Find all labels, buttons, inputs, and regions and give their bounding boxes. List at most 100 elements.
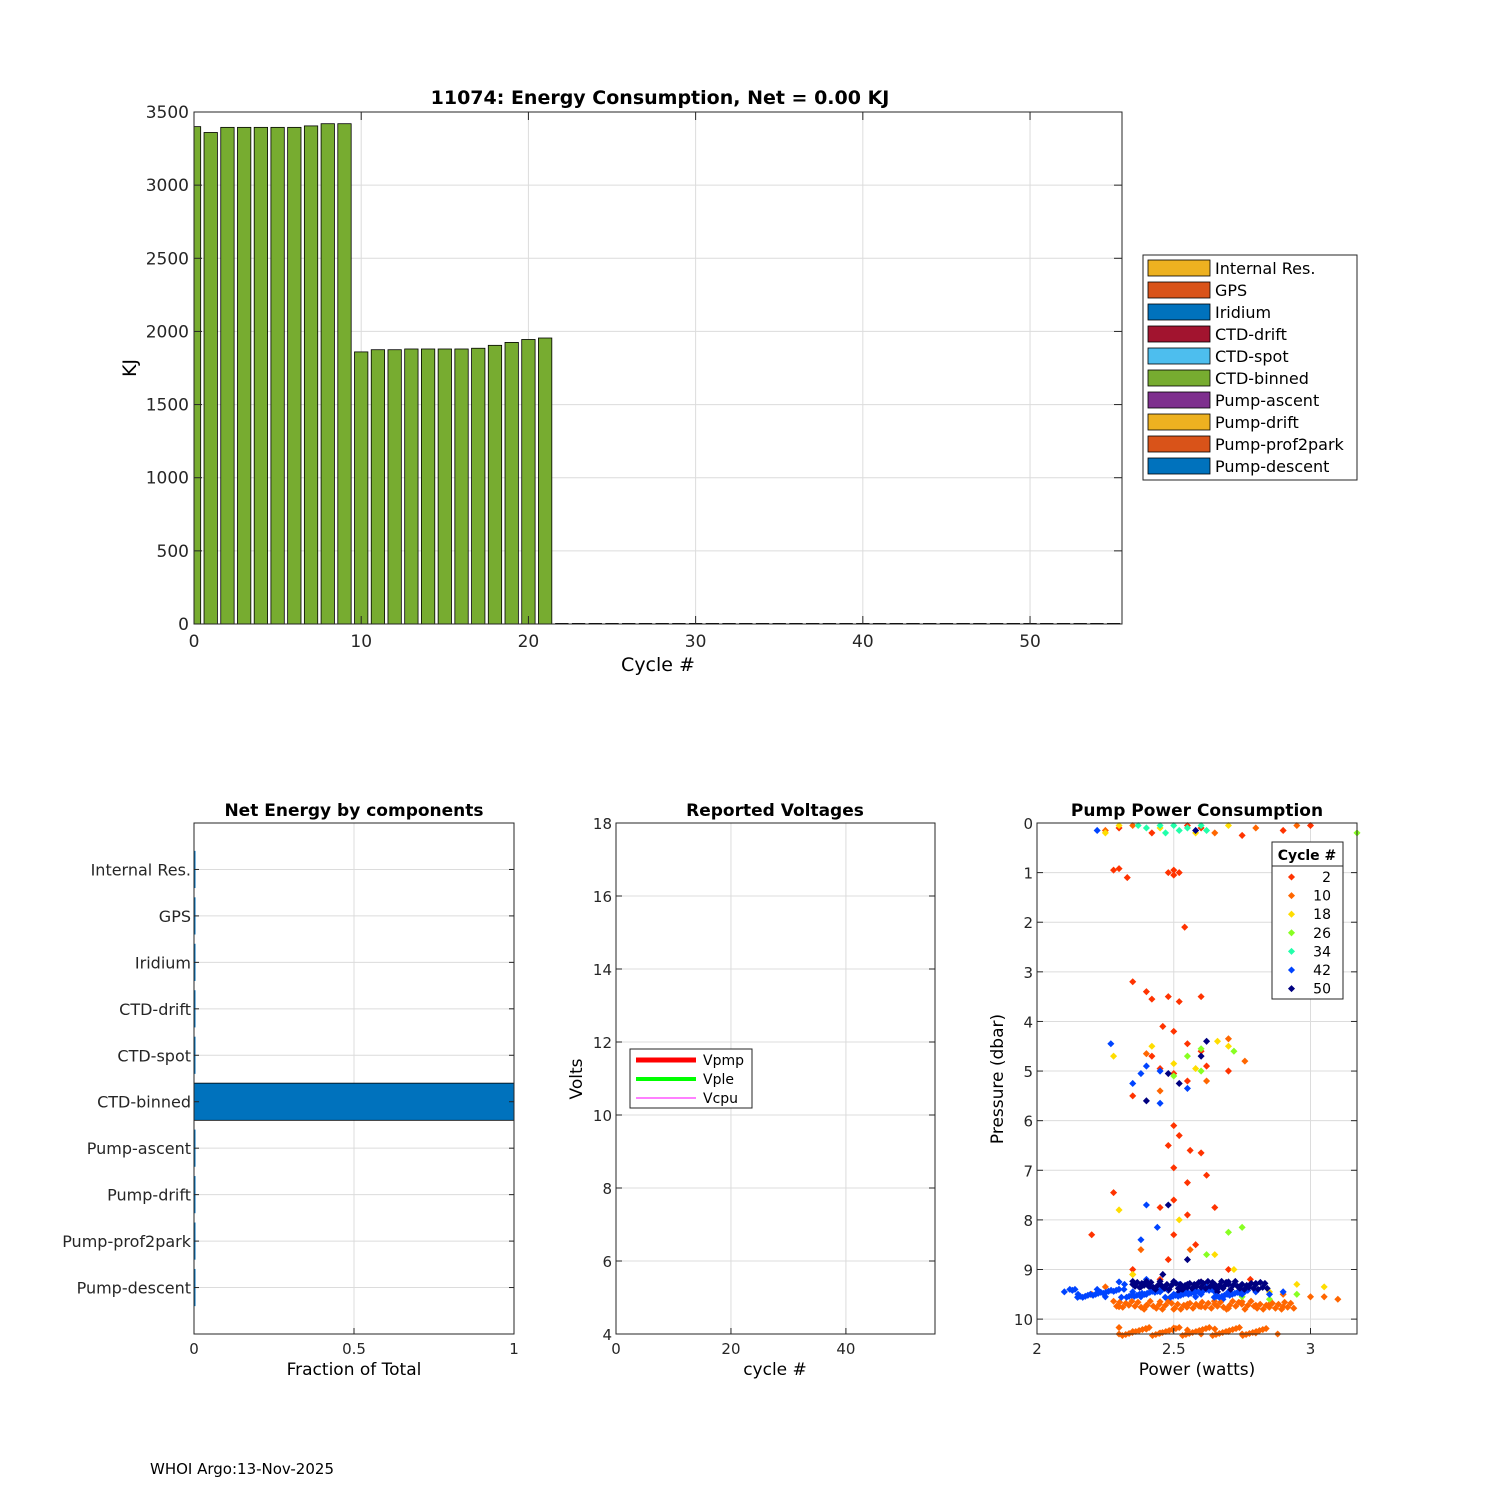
pump-legend-label: 10 [1313,889,1331,905]
pump-point [1183,1179,1191,1187]
pump-point [1203,1037,1211,1045]
energy-legend-swatch [1147,435,1211,453]
energy-bar [287,126,302,625]
pump-point [1203,1171,1211,1179]
pump-point [1230,1265,1238,1274]
pump-point [1170,1122,1178,1130]
pump-axes-box [1036,822,1358,1335]
pump-ytick-label: 10 [1014,1311,1033,1329]
voltages-xtick-label: 40 [836,1340,855,1358]
energy-bar [421,348,436,625]
pump-point [1186,1146,1194,1154]
pump-point [1120,1285,1128,1293]
energy-legend-label: Pump-descent [1215,457,1329,476]
pump-point [1142,824,1150,832]
energy-bar [237,126,252,625]
pump-point [1213,1037,1222,1045]
pump-point [1142,1062,1150,1070]
pump-point [1137,1236,1145,1244]
energy-xtick-label: 40 [852,632,874,652]
energy-legend-label: CTD-spot [1215,347,1289,366]
pump-point [1170,1231,1178,1239]
voltages-ticks: 0 20 40 4 6 8 10 12 14 16 18 [593,815,935,1358]
voltages-legend-label: Vpmp [703,1053,744,1069]
components-title: Net Energy by components [224,801,483,821]
pump-point [1203,1062,1211,1070]
pump-point [1183,1256,1191,1264]
pump-point [1211,1203,1219,1212]
pump-point [1175,998,1183,1006]
pump-point [1110,1189,1118,1197]
pump-point [1241,1057,1249,1065]
energy-legend-label: GPS [1215,281,1247,300]
pump-point [1230,1047,1238,1055]
pump-point [1183,1052,1191,1060]
energy-ytick-label: 2000 [146,322,189,342]
pump-point [1203,1077,1211,1085]
energy-xlabel: Cycle # [621,654,695,676]
energy-xtick-label: 30 [685,632,707,652]
energy-bars [193,123,1121,625]
voltages-ytick-label: 10 [593,1107,612,1125]
pump-point [1306,1293,1315,1301]
pump-point [1148,995,1156,1003]
components-category-label: CTD-spot [117,1046,191,1065]
pump-point [1115,865,1123,873]
energy-bar [354,351,369,625]
pump-point [1197,993,1205,1001]
pump-point [1293,1290,1301,1298]
pump-ytick-label: 4 [1023,1013,1033,1031]
pump-point [1203,1251,1211,1259]
pump-point [1183,1211,1191,1219]
pump-point [1175,1132,1183,1140]
pump-point [1093,826,1101,834]
pump-point [1129,978,1137,986]
components-category-label: Pump-ascent [87,1139,191,1158]
energy-bar [471,347,486,625]
pump-point [1320,1283,1328,1291]
pump-point [1162,829,1170,837]
pump-ytick-label: 9 [1023,1262,1033,1280]
energy-xtick-label: 10 [350,632,372,652]
pump-point [1224,1042,1232,1050]
pump-title: Pump Power Consumption [1071,801,1323,821]
pump-point [1156,1087,1164,1095]
energy-legend-swatch [1147,325,1211,343]
pump-point [1334,1295,1342,1303]
pump-point [1181,923,1189,931]
pump-point [1197,1149,1205,1157]
energy-legend-swatch [1147,457,1211,475]
pump-point [1293,1280,1301,1288]
pump-point [1153,1223,1161,1231]
components-category-label: Pump-drift [107,1186,191,1205]
pump-point [1129,1092,1137,1100]
components-category-label: CTD-binned [97,1093,191,1112]
pump-point [1164,1141,1172,1150]
energy-xtick-label: 50 [1019,632,1041,652]
pump-xtick-label: 2 [1032,1340,1042,1358]
components-category-label: Iridium [135,953,191,972]
pump-point [1175,1216,1183,1224]
energy-bar [320,123,335,625]
pump-panel: Pump Power Consumption 2 2.5 3012345678910… [988,801,1361,1380]
energy-ytick-label: 500 [157,542,189,562]
energy-ytick-label: 1000 [146,469,189,489]
components-ticks: 0 0.5 1 Internal Res. GPS Iridium CTD-drift CTD… [62,860,519,1358]
energy-legend-label: Pump-drift [1215,413,1299,432]
voltages-ytick-label: 6 [602,1253,612,1271]
pump-point [1123,874,1131,882]
pump-point [1224,1228,1232,1236]
components-category-label: Internal Res. [91,860,191,879]
components-xlabel: Fraction of Total [287,1360,422,1380]
pump-point [1183,1084,1191,1092]
voltages-legend: Vpmp Vple Vcpu [629,1048,753,1109]
pump-point [1110,1052,1118,1060]
pump-point [1129,1270,1137,1279]
pump-point [1211,1251,1219,1259]
energy-legend-swatch [1147,413,1211,431]
pump-point [1170,1196,1178,1204]
pump-point [1252,824,1260,832]
components-xtick-label: 0.5 [342,1340,366,1358]
